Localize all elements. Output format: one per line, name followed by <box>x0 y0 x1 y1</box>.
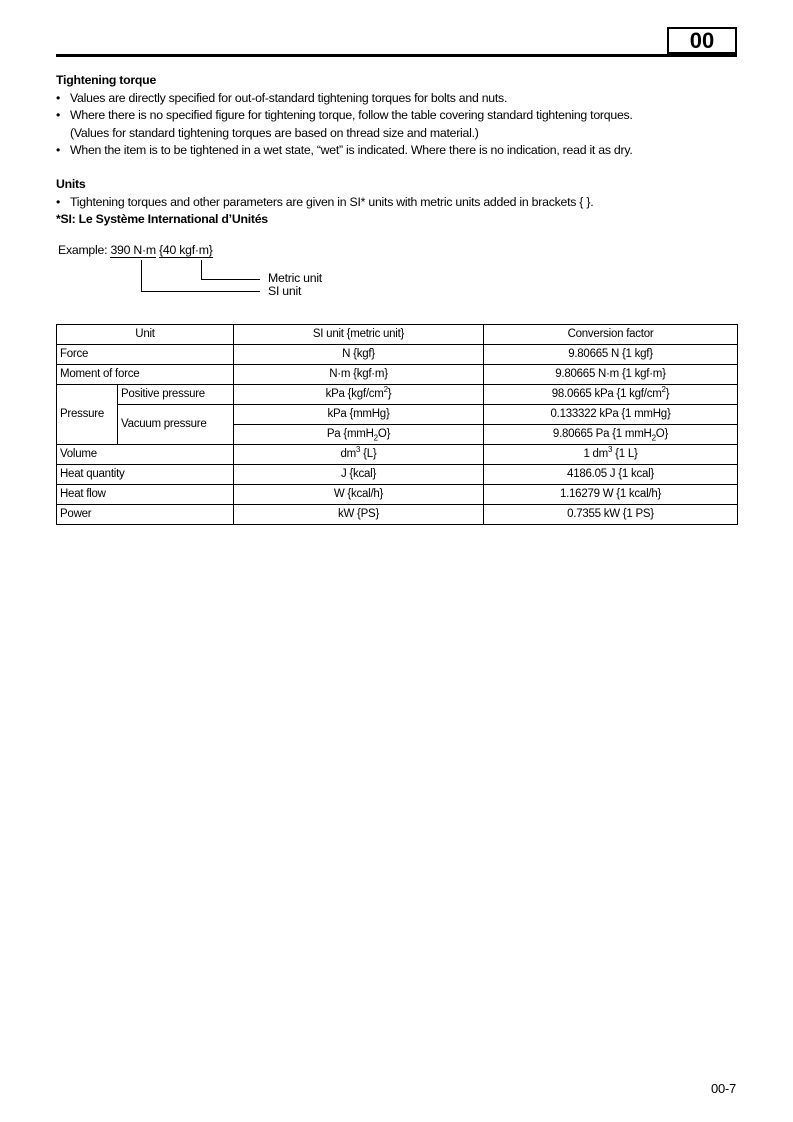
table-row: Force N {kgf} 9.80665 N {1 kgf} <box>55 344 739 365</box>
tightening-torque-section: Tightening torque Values are directly sp… <box>56 72 633 160</box>
si-caption: SI unit <box>268 284 302 298</box>
si-cell: Pa {mmH2O} <box>233 424 485 445</box>
factor-cell: 1.16279 W {1 kcal/h} <box>483 484 739 505</box>
example-si-value: 390 N·m <box>110 243 156 258</box>
table-row: Pa {mmH2O} 9.80665 Pa {1 mmH2O} <box>57 424 739 445</box>
example-label: Example: <box>58 243 108 257</box>
section-number: 00 <box>667 27 737 54</box>
units-section: Units Tightening torques and other param… <box>56 176 594 229</box>
leader-line <box>201 260 202 279</box>
factor-cell: 1 dm3 {1 L} <box>483 444 739 465</box>
factor-cell: 0.133322 kPa {1 mmHg} <box>483 404 739 425</box>
header-cell: Unit <box>55 324 235 345</box>
factor-cell: 0.7355 kW {1 PS} <box>483 504 739 525</box>
si-cell: N {kgf} <box>233 344 485 365</box>
si-cell: kW {PS} <box>233 504 485 525</box>
section-heading: Tightening torque <box>56 73 157 87</box>
unit-cell: Moment of force <box>55 364 235 385</box>
table-row: Volume dm3 {L} 1 dm3 {1 L} <box>55 444 739 465</box>
si-cell: W {kcal/h} <box>233 484 485 505</box>
subunit-cell: Positive pressure <box>116 384 235 405</box>
bullet-note: (Values for standard tightening torques … <box>70 125 479 140</box>
metric-caption: Metric unit <box>268 271 322 285</box>
unit-cell: Power <box>55 504 235 525</box>
leader-line <box>141 260 142 291</box>
example-line: Example: 390 N·m {40 kgf·m} <box>58 242 213 260</box>
header-cell: Conversion factor <box>483 324 739 345</box>
factor-cell: 9.80665 Pa {1 mmH2O} <box>483 424 739 445</box>
table-row: Heat flow W {kcal/h} 1.16279 W {1 kcal/h… <box>55 484 739 505</box>
page-number: 00-7 <box>710 1081 736 1096</box>
unit-cell: Volume <box>55 444 235 465</box>
example-metric-value: {40 kgf·m} <box>159 243 213 258</box>
table-header-row: Unit SI unit {metric unit} Conversion fa… <box>55 324 739 345</box>
unit-conversion-table: Unit SI unit {metric unit} Conversion fa… <box>55 324 739 525</box>
unit-cell: Heat flow <box>55 484 235 505</box>
table-row: Moment of force N·m {kgf·m} 9.80665 N·m … <box>55 364 739 385</box>
factor-cell: 98.0665 kPa {1 kgf/cm2} <box>483 384 739 405</box>
table-row: Heat quantity J {kcal} 4186.05 J {1 kcal… <box>55 464 739 485</box>
unit-cell: Heat quantity <box>55 464 235 485</box>
si-note: *SI: Le Système International d’Unités <box>56 212 268 226</box>
si-cell: kPa {kgf/cm2} <box>233 384 485 405</box>
factor-cell: 4186.05 J {1 kcal} <box>483 464 739 485</box>
bullet-item: Values are directly specified for out-of… <box>56 90 633 108</box>
si-cell: J {kcal} <box>233 464 485 485</box>
factor-cell: 9.80665 N {1 kgf} <box>483 344 739 365</box>
table-row: Vacuum pressure kPa {mmHg} 0.133322 kPa … <box>57 404 739 445</box>
table-row: Pressure Positive pressure kPa {kgf/cm2}… <box>56 384 739 445</box>
unit-cell: Pressure <box>56 384 118 445</box>
section-heading: Units <box>56 177 86 191</box>
leader-line <box>201 279 260 280</box>
factor-cell: 9.80665 N·m {1 kgf·m} <box>483 364 739 385</box>
subunit-cell: Vacuum pressure <box>116 404 235 445</box>
bullet-item: When the item is to be tightened in a we… <box>56 142 633 160</box>
si-cell: kPa {mmHg} <box>233 404 485 425</box>
bullet-item: Tightening torques and other parameters … <box>56 194 594 212</box>
bullet-item: Where there is no specified figure for t… <box>56 107 633 125</box>
unit-cell: Force <box>55 344 235 365</box>
si-cell: N·m {kgf·m} <box>233 364 485 385</box>
si-cell: dm3 {L} <box>233 444 485 465</box>
header-rule <box>56 54 737 57</box>
leader-line <box>141 291 260 292</box>
table-row: Power kW {PS} 0.7355 kW {1 PS} <box>55 504 739 525</box>
header-cell: SI unit {metric unit} <box>233 324 485 345</box>
